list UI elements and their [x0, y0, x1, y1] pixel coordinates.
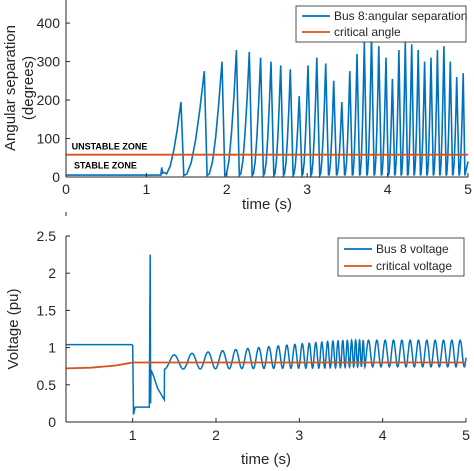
top-x-tick-label: 4	[384, 181, 392, 197]
bottom-series-critical-voltage-line	[65, 361, 466, 370]
bottom-x-tick-label: 3	[295, 427, 303, 443]
bottom-y-ticks: 0 0.5 1 1.5 2 2.5	[37, 228, 70, 430]
bottom-legend-label-critical: critical voltage	[376, 259, 452, 273]
bottom-legend: Bus 8 voltage critical voltage	[337, 237, 465, 277]
top-y-tick-label: 200	[37, 92, 61, 108]
top-x-tick-label: 3	[303, 181, 311, 197]
bottom-y-tick-label: 1	[48, 340, 56, 356]
top-x-tick-label: 5	[464, 181, 472, 197]
top-series-group	[66, 34, 469, 179]
bottom-x-tick-label: 1	[129, 427, 137, 443]
chart-angular-separation: 0 1 2 3 4 5 0 100 200 300 400 UNSTABLE ZONE STABL…	[2, 0, 472, 213]
bottom-legend-box	[337, 237, 465, 277]
top-legend-label-angle: Bus 8:angular separation	[334, 9, 467, 23]
chart-voltage: 1 2 3 4 5 0 0.5 1 1.5 2 2.5 time (s) Voltage (pu)…	[5, 228, 470, 468]
bottom-y-tick-label: 0.5	[37, 377, 57, 393]
bottom-x-tick-label: 5	[462, 427, 470, 443]
top-y-tick-label: 100	[37, 131, 61, 147]
top-y-tick-label: 300	[37, 54, 61, 70]
bottom-y-axis-label: Voltage (pu)	[5, 289, 22, 370]
top-x-ticks: 0 1 2 3 4 5	[62, 173, 472, 197]
top-x-tick-label: 1	[143, 181, 151, 197]
bottom-x-ticks: 1 2 3 4 5	[129, 418, 470, 443]
bottom-y-tick-label: 0	[48, 414, 56, 430]
top-y-tick-label: 400	[37, 15, 61, 31]
top-legend-box	[295, 5, 467, 43]
top-legend: Bus 8:angular separation critical angle	[295, 5, 467, 43]
bottom-y-tick-label: 2.5	[37, 228, 57, 244]
bottom-series-group	[65, 254, 467, 415]
bottom-x-axis-label: time (s)	[241, 451, 291, 468]
top-x-axis-label: time (s)	[242, 196, 292, 213]
top-y-axis-label: Angular separation	[2, 25, 19, 151]
top-x-tick-label: 2	[223, 181, 231, 197]
bottom-y-tick-label: 1.5	[37, 302, 57, 318]
bottom-x-tick-label: 4	[379, 427, 387, 443]
top-annotation-stable: STABLE ZONE	[74, 161, 137, 171]
top-annotation-unstable: UNSTABLE ZONE	[72, 141, 148, 151]
bottom-x-tick-label: 2	[212, 427, 220, 443]
bottom-y-tick-label: 2	[48, 265, 56, 281]
top-y-tick-label: 0	[52, 169, 60, 185]
top-y-ticks: 0 100 200 300 400	[37, 15, 70, 185]
top-x-tick-label: 0	[62, 181, 70, 197]
top-y-axis-label-units: (degrees)	[20, 56, 37, 120]
top-legend-label-critical: critical angle	[334, 25, 401, 39]
bottom-legend-label-voltage: Bus 8 voltage	[376, 242, 449, 256]
